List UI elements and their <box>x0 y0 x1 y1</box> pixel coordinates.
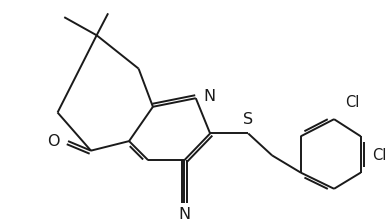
Text: N: N <box>203 89 216 104</box>
Text: N: N <box>178 207 191 222</box>
Text: Cl: Cl <box>372 148 387 163</box>
Text: Cl: Cl <box>345 95 360 110</box>
Text: O: O <box>47 134 60 149</box>
Text: S: S <box>243 112 253 127</box>
